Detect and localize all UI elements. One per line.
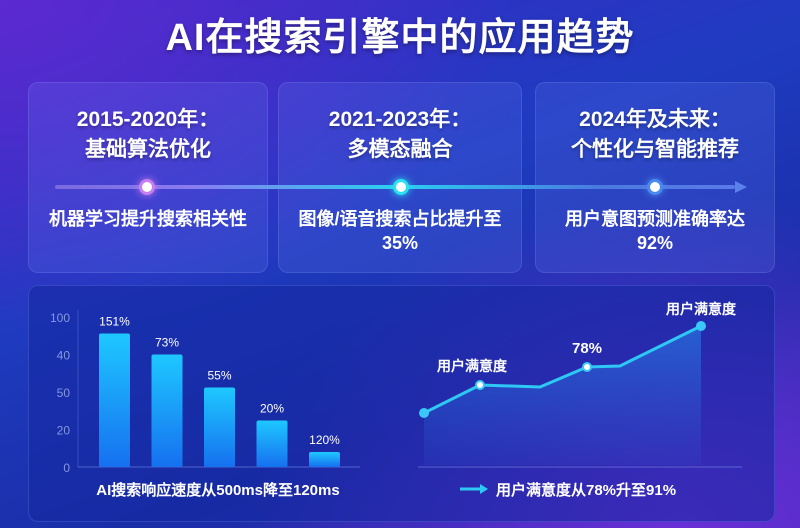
bar	[309, 452, 340, 467]
line-point	[419, 408, 429, 418]
card-heading: 2015-2020年： 基础算法优化	[76, 108, 220, 161]
bar-data-label: 151%	[99, 315, 130, 329]
bar	[151, 354, 183, 467]
timeline-dot	[647, 179, 663, 195]
timeline-card-1: 2015-2020年： 基础算法优化 机器学习提升搜索相关性	[28, 82, 268, 273]
line-annotation: 用户满意度	[666, 301, 737, 317]
timeline-dot	[139, 179, 155, 195]
timeline-card-3: 2024年及未来： 个性化与智能推荐 用户意图预测准确率达92%	[535, 82, 775, 273]
page-title: AI在搜索引擎中的应用趋势	[165, 17, 635, 59]
timeline-dot	[393, 179, 409, 195]
line-annotation: 用户满意度	[437, 358, 508, 374]
y-tick-label: 50	[57, 386, 71, 400]
bar-data-label: 120%	[309, 433, 340, 447]
bar-data-label: 20%	[260, 402, 284, 416]
bar	[204, 387, 235, 467]
line-chart-legend: 用户满意度从78%升至91%	[496, 481, 676, 499]
line-point	[582, 362, 592, 372]
bar-chart-caption: AI搜索响应速度从500ms降至120ms	[96, 481, 339, 499]
line-point	[475, 380, 485, 390]
card-description: 机器学习提升搜索相关性	[49, 209, 247, 229]
y-tick-label: 20	[57, 424, 71, 438]
y-tick-label: 100	[50, 311, 70, 325]
timeline-card-2: 2021-2023年： 多模态融合 图像/语音搜索占比提升至35%	[278, 82, 522, 273]
line-annotation: 78%	[572, 340, 602, 357]
timeline-arrow-icon	[735, 181, 747, 193]
y-tick-label: 0	[63, 461, 70, 475]
line-series	[423, 324, 702, 415]
line-point	[696, 321, 706, 331]
card-heading: 2021-2023年： 多模态融合	[328, 108, 472, 161]
card-description: 用户意图预测准确率达92%	[565, 209, 745, 253]
card-description: 图像/语音搜索占比提升至35%	[298, 209, 502, 253]
card-heading: 2024年及未来： 个性化与智能推荐	[571, 108, 739, 161]
bar-data-label: 55%	[207, 369, 231, 383]
bar	[256, 420, 288, 467]
bar-data-label: 73%	[155, 336, 179, 350]
legend-arrow-head	[480, 484, 488, 494]
y-tick-label: 40	[57, 349, 71, 363]
bar	[99, 333, 130, 467]
